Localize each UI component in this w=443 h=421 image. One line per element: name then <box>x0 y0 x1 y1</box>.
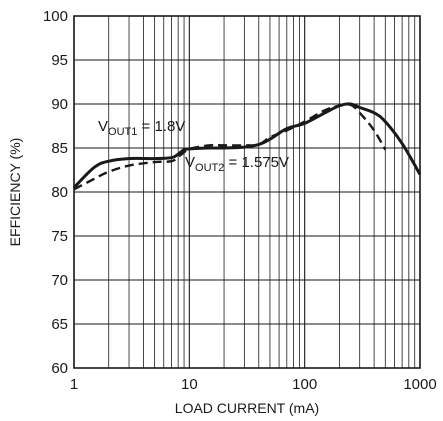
y-tick-label: 100 <box>43 8 68 25</box>
y-tick-label: 75 <box>51 228 68 245</box>
series-line-vout2-dashed <box>73 103 387 191</box>
series-layer <box>72 102 422 191</box>
y-tick-label: 60 <box>51 360 68 377</box>
y-tick-label: 95 <box>51 52 68 69</box>
y-axis-label: EFFICIENCY (%) <box>7 138 23 247</box>
y-tick-label: 85 <box>51 140 68 157</box>
y-tick-label: 70 <box>51 272 68 289</box>
x-tick-label: 100 <box>292 376 317 393</box>
x-tick-label: 10 <box>181 376 198 393</box>
y-tick-label: 90 <box>51 96 68 113</box>
x-tick-label: 1000 <box>403 376 436 393</box>
x-axis-label: LOAD CURRENT (mA) <box>175 400 319 416</box>
y-tick-label: 65 <box>51 316 68 333</box>
vout2-annotation: VOUT2 = 1.575V <box>185 154 289 174</box>
x-tick-label: 1 <box>70 376 78 393</box>
plot-frame <box>73 15 421 369</box>
y-tick-label: 80 <box>51 184 68 201</box>
tick-labels: 1 10 100 1000 60 65 70 75 80 85 90 95 100 <box>43 8 437 393</box>
vout1-annotation: VOUT1 = 1.8V <box>98 118 185 138</box>
grid <box>73 15 421 369</box>
